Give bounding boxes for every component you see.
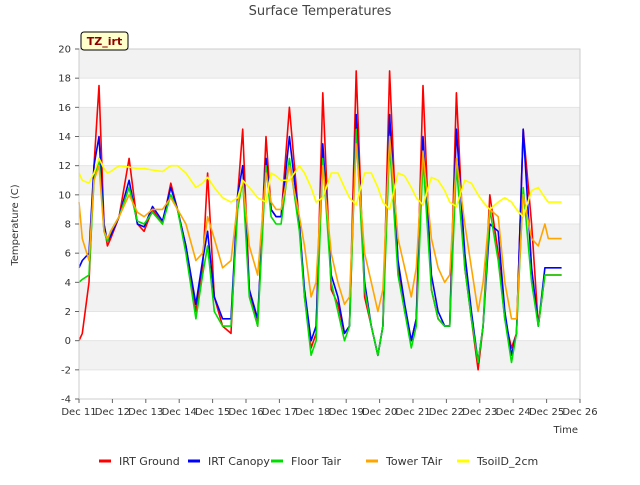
x-tick-label: Dec 23 (462, 407, 497, 418)
legend: IRT Ground IRT Canopy Floor Tair Tower TAir… (99, 455, 538, 468)
x-tick-label: Dec 21 (395, 407, 430, 418)
series-line-3 (78, 135, 562, 320)
series-line-0 (78, 70, 562, 371)
y-axis-ticks: -4 -2 0 2 4 6 8 10 12 14 16 18 20 (58, 45, 79, 406)
y-tick-label: 10 (58, 190, 71, 201)
y-tick-label: 12 (58, 161, 71, 172)
grid-band (79, 282, 580, 312)
annotation-box (80, 31, 129, 51)
legend-label: TsoilD_2cm (476, 455, 538, 468)
chart-title: Surface Temperatures (249, 4, 392, 19)
y-tick-label: 2 (65, 307, 71, 318)
y-tick-label: -2 (61, 365, 71, 376)
x-tick-label: Dec 14 (162, 407, 197, 418)
x-tick-label: Dec 26 (562, 407, 597, 418)
x-tick-label: Dec 17 (262, 407, 297, 418)
x-tick-label: Dec 15 (195, 407, 230, 418)
grid-band (79, 107, 580, 137)
x-tick-label: Dec 22 (429, 407, 464, 418)
y-tick-label: 8 (65, 220, 71, 231)
x-tick-label: Dec 24 (496, 407, 531, 418)
legend-label: Tower TAir (385, 455, 443, 468)
annotation-label: TZ_irt (87, 35, 122, 48)
x-axis-label: Time (553, 425, 578, 436)
x-tick-label: Dec 20 (362, 407, 397, 418)
y-tick-label: 4 (65, 278, 71, 289)
grid-band (79, 49, 580, 79)
x-tick-label: Dec 19 (329, 407, 364, 418)
y-axis-label: Temperature (C) (10, 184, 21, 266)
y-tick-label: 16 (58, 103, 71, 114)
x-tick-label: Dec 12 (95, 407, 130, 418)
x-tick-label: Dec 11 (61, 407, 96, 418)
series-line-2 (78, 128, 562, 364)
x-tick-label: Dec 25 (529, 407, 564, 418)
y-tick-label: 0 (65, 336, 71, 347)
x-tick-label: Dec 16 (228, 407, 263, 418)
legend-label: IRT Ground (119, 455, 180, 468)
x-tick-label: Dec 13 (128, 407, 163, 418)
site-annotation: TZ_irt (80, 31, 129, 51)
x-tick-label: Dec 18 (295, 407, 330, 418)
grid-band (79, 340, 580, 370)
series-line-4 (78, 157, 562, 218)
legend-label: Floor Tair (291, 455, 342, 468)
legend-label: IRT Canopy (208, 455, 270, 468)
y-tick-label: 14 (58, 132, 71, 143)
y-tick-label: 6 (65, 249, 71, 260)
y-tick-label: -4 (61, 395, 71, 406)
y-tick-label: 18 (58, 74, 71, 85)
y-tick-label: 20 (58, 45, 71, 56)
series-layer (78, 70, 562, 371)
